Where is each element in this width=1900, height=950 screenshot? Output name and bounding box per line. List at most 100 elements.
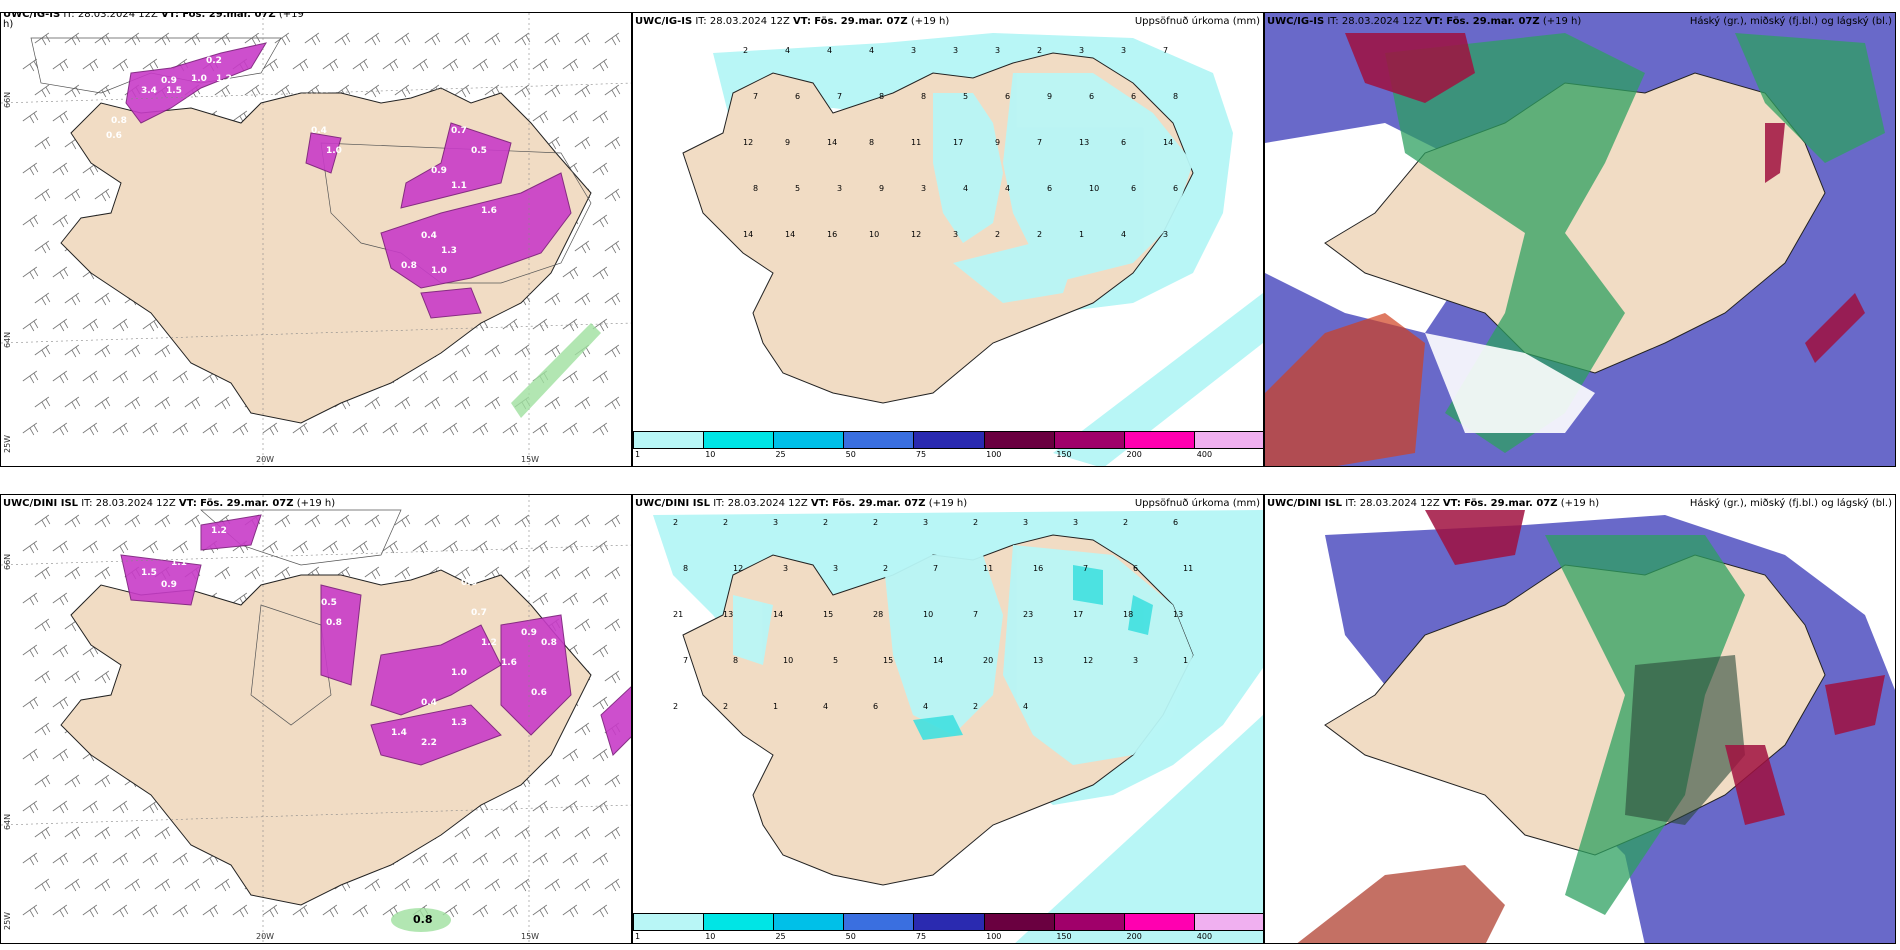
wind-barb: [364, 878, 381, 892]
snow-value: 0.8: [111, 116, 127, 126]
wind-barb: [502, 370, 519, 384]
precip-value: 7: [837, 92, 842, 101]
precip-value: 6: [1089, 92, 1094, 101]
wind-barb: [514, 514, 531, 528]
precip-value: 8: [869, 138, 874, 147]
snow-value: 1.4: [391, 728, 407, 738]
colorbar-swatch: [914, 431, 985, 449]
precip-value: 2: [873, 518, 878, 527]
wind-barb: [64, 878, 81, 892]
precip-value: 15: [883, 656, 893, 665]
wind-barb: [574, 514, 591, 528]
snow-value: 2.2: [421, 738, 437, 748]
wind-barb: [322, 58, 339, 72]
wind-barb: [34, 774, 51, 788]
wind-barb: [22, 852, 39, 866]
panel-clouds-ig: UWC/IG-IS IT: 28.03.2024 12Z VT: Fös. 29…: [1264, 12, 1896, 467]
wind-barb: [34, 136, 51, 150]
wind-barb: [592, 214, 609, 228]
wind-barb: [442, 370, 459, 384]
precip-value: 3: [1073, 518, 1078, 527]
wind-barb: [154, 32, 171, 46]
colorbar-tick: 1: [635, 932, 641, 941]
colorbar-swatch: [1124, 913, 1195, 931]
wind-barb: [64, 826, 81, 840]
wind-barb: [574, 396, 591, 410]
wind-barb: [514, 32, 531, 46]
panel-wind-snow-dini: 1.2 1.5 0.9 1.1 0.5 0.8 0.6 0.7 1.2 1.6 0.9 0.8 0.4 1…: [0, 494, 632, 944]
precip-value: 9: [879, 184, 884, 193]
colorbar-swatch: [774, 913, 845, 931]
wind-barb: [82, 58, 99, 72]
wind-barb: [604, 136, 621, 150]
wind-barb: [22, 644, 39, 658]
wind-barb: [604, 514, 621, 528]
precip-value: 8: [879, 92, 884, 101]
wind-barb: [202, 904, 219, 918]
lat-label-64n: 64N: [3, 331, 12, 348]
colorbar-swatch: [1054, 431, 1125, 449]
colorbar-tick: 400: [1196, 932, 1213, 941]
colorbar-swatch: [984, 913, 1055, 931]
low-cloud-south: [1297, 865, 1505, 943]
wind-barb: [112, 540, 129, 554]
wind-barb: [454, 32, 471, 46]
panel-title: UWC/IG-IS IT: 28.03.2024 12Z VT: Fös. 29…: [635, 16, 950, 27]
precip-value: 9: [1047, 92, 1052, 101]
cloud-map: [1265, 495, 1895, 943]
precip-value: 2: [1037, 46, 1042, 55]
wind-barb: [34, 670, 51, 684]
snow-value: 1.1: [451, 181, 467, 191]
snow-value: 0.9: [161, 580, 177, 590]
lon-label-25w: 25W: [3, 434, 12, 453]
wind-barb: [22, 266, 39, 280]
wind-barb: [562, 58, 579, 72]
wind-barb: [394, 396, 411, 410]
wind-barb: [532, 58, 549, 72]
panel-title: UWC/IG-IS IT: 28.03.2024 12Z VT: Fös. 29…: [1267, 16, 1582, 27]
wind-barb: [454, 514, 471, 528]
precip-value: 2: [1037, 230, 1042, 239]
colorbar-tick: 25: [775, 932, 786, 941]
precip-value: 11: [1183, 564, 1193, 573]
precip-value: 5: [795, 184, 800, 193]
snow-value: 0.8: [326, 618, 342, 628]
wind-barb: [412, 370, 429, 384]
precip-value: 8: [921, 92, 926, 101]
wind-barb: [184, 514, 201, 528]
clear-south: [1425, 333, 1595, 433]
wind-barb: [94, 188, 111, 202]
wind-barb: [292, 58, 309, 72]
precip-value: 6: [1173, 518, 1178, 527]
wind-barb: [532, 540, 549, 554]
precip-value: 3: [1079, 46, 1084, 55]
precip-value: 7: [683, 656, 688, 665]
wind-barb: [442, 58, 459, 72]
wind-barb: [202, 422, 219, 436]
wind-barb: [172, 852, 189, 866]
wind-barb: [22, 540, 39, 554]
wind-barb: [52, 540, 69, 554]
precip-value: 14: [743, 230, 753, 239]
wind-barb: [502, 318, 519, 332]
wind-barb: [592, 422, 609, 436]
wind-barb: [172, 904, 189, 918]
wind-barb: [604, 618, 621, 632]
wind-barb: [214, 566, 231, 580]
wind-barb: [562, 422, 579, 436]
precip-value: 5: [833, 656, 838, 665]
precip-value: 8: [1173, 92, 1178, 101]
wind-barb: [574, 826, 591, 840]
wind-barb: [64, 566, 81, 580]
wind-barb: [214, 396, 231, 410]
colorbar-tick: 150: [1056, 932, 1072, 941]
snow-value: 0.4: [421, 698, 437, 708]
wind-barb: [34, 292, 51, 306]
wind-barb: [154, 514, 171, 528]
colorbar-swatch: [914, 913, 985, 931]
wind-barb: [472, 58, 489, 72]
snow-value: 0.3: [256, 26, 272, 36]
wind-barb: [64, 396, 81, 410]
wind-barb: [562, 800, 579, 814]
precip-value: 7: [973, 610, 978, 619]
